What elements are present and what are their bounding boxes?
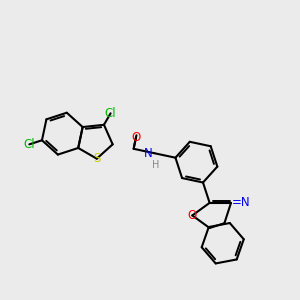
Text: O: O [188,209,197,222]
Text: S: S [93,152,100,165]
Text: O: O [131,131,141,144]
Text: Cl: Cl [23,138,35,151]
Text: =N: =N [232,196,251,209]
Text: H: H [152,160,160,170]
Text: Cl: Cl [105,107,116,120]
Text: N: N [144,147,153,160]
